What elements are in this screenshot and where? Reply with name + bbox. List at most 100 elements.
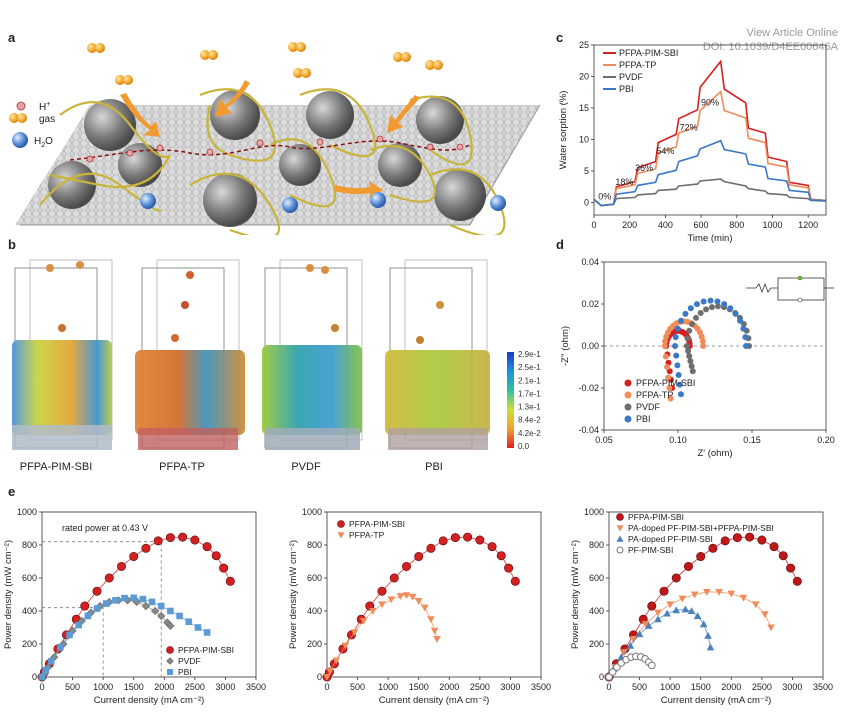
data-point [666,385,673,391]
data-point [704,631,712,639]
x-tick-label: 0.15 [743,435,761,445]
legend-marker [624,379,632,387]
y-tick-label: 400 [589,606,604,616]
x-tick-label: 1000 [378,682,398,692]
y-tick-label: 25 [579,40,589,50]
data-point [414,598,423,605]
legend-label: PF-PIM-SBI [628,545,673,555]
data-point [42,667,49,674]
chart-water-sorption: 0 200 400 600 800 1000 1200 0 5 10 15 20 25 Time (min… [558,40,827,244]
data-point [698,333,705,340]
data-point [675,371,682,378]
parallel-branch [777,277,825,301]
data-point [686,353,693,360]
x-tick-label: 0.20 [817,435,835,445]
y-tick-label: 800 [589,540,604,550]
data-point [739,594,748,602]
data-point [757,535,767,545]
legend-label: PA-doped PF-PIM-SBI+PFPA-PIM-SBI [628,523,774,533]
data-point [166,646,174,654]
y-tick-label: 600 [307,573,322,583]
data-point [648,661,656,670]
legend-water-end: O [45,136,53,147]
data-point [57,644,64,651]
data-point [211,551,221,561]
data-point [225,576,235,586]
water-legend-icon [12,132,28,148]
data-point [112,596,119,604]
x-tick-label: 200 [622,220,637,230]
data-point [157,611,166,621]
data-point [677,391,684,398]
membrane-label-3: PVDF [291,461,321,473]
data-point [683,561,693,571]
data-point [450,533,460,543]
circuit-node [797,297,803,303]
membrane-label-2: PFPA-TP [159,461,205,473]
y-tick-label: 1000 [302,507,322,517]
data-point [93,605,101,612]
proton-legend-icon [16,101,26,111]
data-point [687,358,694,365]
y-tick-label: 0.04 [581,257,599,267]
protons [86,135,464,163]
legend-label: PFPA-PIM-SBI [349,519,405,529]
data-point [47,658,55,665]
data-point [742,334,749,341]
data-point [676,381,683,388]
y-tick-label: 0 [599,672,604,682]
humidity-annotation: 18% [615,177,633,187]
simulation-box-2 [135,259,245,450]
data-point [475,535,485,545]
legend-label: PBI [636,414,651,424]
y-tick-label: 5 [584,166,589,176]
watermark: View Article Online DOI: 10.1039/D4EE006… [703,26,838,54]
data-point [504,563,514,573]
x-tick-label: 2500 [185,682,205,692]
gas-molecules [87,42,443,85]
x-tick-label: 600 [694,220,709,230]
proton-pathway [69,140,471,161]
data-point [659,586,669,596]
data-point [157,602,165,610]
data-point [635,630,644,638]
data-point [178,532,188,542]
x-tick-label: 1500 [409,682,429,692]
data-point [696,552,706,562]
data-point [378,601,386,609]
y-tick-label: 0 [32,672,37,682]
plot-frame [41,511,257,678]
y-tick-label: 15 [579,103,589,113]
x-tick-label: 1200 [798,220,818,230]
data-point [708,304,715,311]
legend-marker [624,403,632,411]
humidity-annotation: 72% [680,123,698,133]
x-tick-label: 3000 [782,682,802,692]
data-point [700,343,707,349]
water-molecules [140,192,506,213]
data-point [740,325,747,332]
data-point [141,601,151,611]
data-point [387,596,395,604]
data-point [692,314,699,321]
data-point [148,598,156,606]
data-point [693,301,700,308]
y-tick-label: 20 [579,71,589,81]
colorbar-tick-label: 1.7e-1 [518,389,541,398]
simulation-box-3 [262,259,363,450]
chart-impedance: 0.05 0.10 0.15 0.20 -0.04 -0.02 0.00 0.02 0.04 Z'… [560,257,835,459]
legend-label: PFPA-PIM-SBI [628,512,684,522]
data-point [690,591,699,599]
humidity-annotation: 90% [701,97,719,107]
data-point [616,546,624,554]
series-line [593,90,827,207]
data-point [141,543,151,553]
legend-marker [624,391,632,399]
data-point [426,543,436,553]
x-tick-label: 500 [350,682,365,692]
series-line [593,178,827,207]
legend-label: PBI [178,667,192,677]
data-point [700,298,707,305]
x-tick-label: 0 [324,682,329,692]
data-point [727,305,734,312]
